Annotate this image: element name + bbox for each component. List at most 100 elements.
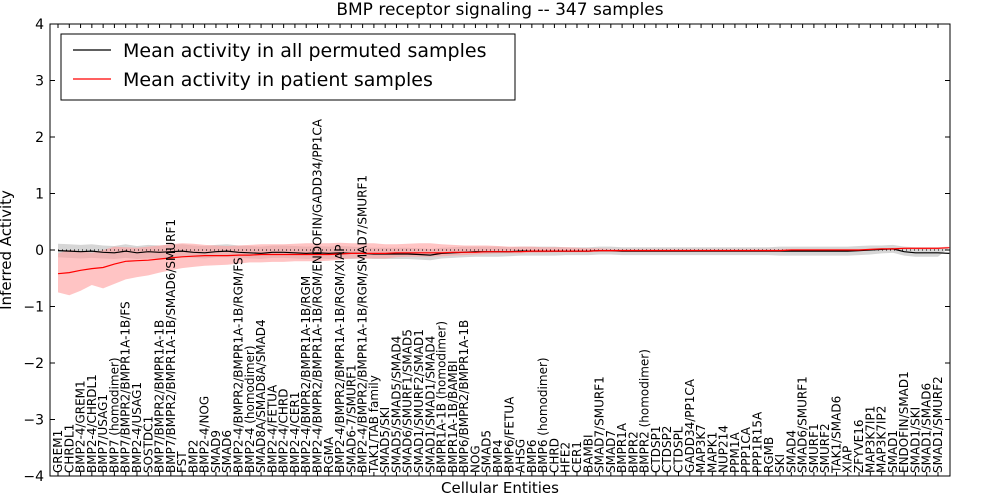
category-label: MAP3K7	[694, 424, 708, 473]
category-label: SMAD1/SMAD1/SMAD4	[423, 336, 437, 473]
category-label: BMP6/BMPR2/BMPR1A-1B	[457, 320, 471, 473]
category-label: BMP2-4 (homodimer)	[243, 345, 257, 473]
category-label: BMP4	[491, 440, 505, 473]
category-label: BMP2-4/GREM1	[74, 380, 88, 473]
category-label: BMP2-4/CHRDL1	[85, 374, 99, 473]
category-label: PPP1R15A	[751, 411, 765, 473]
y-tick-label: 0	[35, 243, 44, 259]
category-label: BMP2	[186, 440, 200, 473]
category-label: SMURF1	[807, 423, 821, 473]
y-tick-label: 4	[35, 17, 44, 33]
category-label: BMP7/BMPR2/BMPR1A-1B	[153, 320, 167, 473]
category-label: CTDSP1	[649, 426, 663, 473]
category-label: RGMB	[762, 437, 776, 473]
category-label: BMP7/USAG1	[96, 394, 110, 473]
category-label: BMPR2	[626, 431, 640, 473]
category-label: SMAD1/SMURF2/SMAD1	[412, 329, 426, 473]
y-axis-label: Inferred Activity	[0, 190, 15, 310]
category-label: SMAD5	[480, 430, 494, 473]
category-label: SMAD1/SMURF2	[931, 376, 945, 473]
category-labels: GREM1CHRDL1BMP2-4/GREM1BMP2-4/CHRDL1BMP7…	[51, 118, 945, 474]
x-axis-label: Cellular Entities	[441, 479, 559, 497]
category-label: SMAD1/SKI	[908, 407, 922, 473]
category-label: NUP214	[717, 425, 731, 473]
category-label: CER1	[570, 441, 584, 473]
category-label: BMP6/FETUA	[502, 396, 516, 473]
category-label: SMAD8A/SMAD8A/SMAD4	[254, 319, 268, 473]
category-label: NOG	[468, 445, 482, 473]
y-tick-label: −1	[23, 300, 44, 316]
category-label: SMAD6-7/SMURF1	[344, 364, 358, 473]
category-label: SMAD6/SMURF1/SMAD5	[401, 329, 415, 473]
category-label: TAK1/SMAD6	[830, 396, 844, 474]
y-tick-label: −4	[23, 469, 44, 485]
category-label: SMAD4	[784, 430, 798, 473]
category-label: SOSTDC1	[141, 416, 155, 473]
category-label: SMURF2	[818, 423, 832, 473]
legend: Mean activity in all permuted samples Me…	[60, 33, 516, 101]
category-label: BMP2-4/BMPR2/BMPR1A-1B/RGM/XIAP	[333, 244, 347, 473]
series-lines	[50, 247, 950, 275]
category-label: SMAD7	[604, 430, 618, 473]
category-label: SMAD5/SMAD5/SMAD4	[390, 336, 404, 473]
category-label: MAP3K7IP1	[863, 406, 877, 473]
category-label: BMP2-4/USAG1	[130, 382, 144, 473]
category-label: SMAD7/SMURF1	[593, 376, 607, 473]
legend-box	[60, 33, 516, 101]
category-label: SMAD1/SMAD6	[920, 383, 934, 473]
y-tick-label: 2	[35, 130, 44, 146]
category-label: HFE2	[559, 442, 573, 473]
category-label: CTDSPL	[672, 426, 686, 473]
category-label: SMAD6/SMURF1	[796, 376, 810, 473]
category-label: BMP2-4/NOG	[198, 396, 212, 473]
category-label: BMP2-4/BMPR2/BMPR1A-1B/RGM/ENDOFIN/GADD3…	[311, 118, 325, 473]
category-label: MAP3K7IP2	[875, 406, 889, 473]
chart-title: BMP receptor signaling -- 347 samples	[336, 0, 663, 20]
axes: 4 3 2 1 0 −1 −2 −3 −4	[23, 17, 951, 485]
category-label: TAK1/TAB family	[367, 375, 381, 474]
y-tick-label: −2	[23, 356, 44, 372]
category-label: BMP6	[525, 440, 539, 473]
category-label: BMP2-4/CHRD	[277, 389, 291, 473]
category-label: ENDOFIN/SMAD1	[897, 371, 911, 473]
category-label: CHRD	[547, 438, 561, 473]
y-tick-label: −3	[23, 413, 44, 429]
category-label: FST	[175, 451, 189, 473]
category-label: SKI	[773, 454, 787, 473]
category-label: GREM1	[51, 430, 65, 473]
category-label: SMAD5/SKI	[378, 407, 392, 473]
category-label: RGMA	[322, 436, 336, 473]
category-label: BMPR2 (homodimer)	[638, 349, 652, 473]
line-series-1	[57, 247, 950, 275]
band-series-1	[58, 242, 950, 296]
category-label: BMP6 (homodimer)	[536, 357, 550, 473]
category-label: BMPR1A	[615, 422, 629, 473]
category-label: PPP1CA	[739, 426, 753, 473]
category-label: BMP2-4/BMPR2/BMPR1A-1B/RGM	[299, 276, 313, 473]
category-label: MAPK1	[705, 432, 719, 473]
legend-label-permuted: Mean activity in all permuted samples	[123, 40, 486, 62]
y-tick-label: 1	[35, 187, 44, 203]
category-label: AHSG	[514, 439, 528, 473]
category-label: BAMBI	[581, 434, 595, 473]
category-label: PPM1A	[728, 432, 742, 473]
category-label: BMP2-4/FETUA	[265, 384, 279, 473]
category-label: XIAP	[841, 446, 855, 473]
category-label: SMAD9	[209, 430, 223, 473]
category-label: CHRDL1	[62, 424, 76, 473]
category-label: BMP2-4/CER1	[288, 392, 302, 473]
category-label: ZFYVE16	[852, 419, 866, 473]
category-label: SMAD1	[886, 430, 900, 473]
category-label: BMP7/BMPR2/BMPR1A-1B/FS	[119, 301, 133, 473]
legend-label-patient: Mean activity in patient samples	[123, 69, 433, 91]
category-label: BMP2-4/BMPR2/BMPR1A-1B/RGM/FS	[232, 257, 246, 473]
category-label: GADD34/PP1CA	[683, 378, 697, 473]
y-tick-label: 3	[35, 74, 44, 90]
category-label: BMP7 (homodimer)	[107, 357, 121, 473]
category-label: BMPR1A-1B (homodimer)	[435, 321, 449, 473]
category-label: SMAD6	[220, 430, 234, 473]
category-label: BMP2-4/BMPR2/BMPR1A-1B/RGM/SMAD7/SMURF1	[356, 175, 370, 473]
category-label: BMP7/BMPR2/BMPR1A-1B/SMAD6/SMURF1	[164, 219, 178, 473]
category-label: CTDSP2	[660, 426, 674, 473]
